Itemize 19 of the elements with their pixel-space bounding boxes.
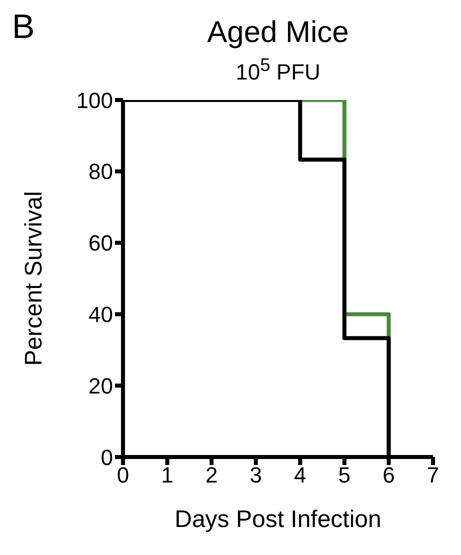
x-tick-label: 1 [161,462,174,488]
y-tick-label: 0 [100,444,113,470]
x-tick-label: 0 [116,462,130,488]
y-tick-label: 20 [88,373,113,398]
chart-title: Aged Mice [206,16,350,50]
x-tick-label: 2 [205,462,218,488]
y-tick-label: 40 [88,302,113,328]
x-tick-label: 5 [338,462,351,488]
y-tick-label: 80 [88,159,113,184]
y-tick-label: 60 [88,230,113,256]
y-tick-label: 100 [76,88,113,113]
x-axis-title: Days Post Infection [174,506,382,533]
x-tick-label: 4 [294,462,306,488]
x-tick-label: 7 [426,462,440,488]
x-tick-label: 3 [250,462,262,488]
x-tick-label: 6 [382,462,395,488]
y-axis-title: Percent Survival [20,191,48,366]
chart-subtitle: 10$^{5}$ PFU [234,54,322,86]
text: B [12,8,35,47]
